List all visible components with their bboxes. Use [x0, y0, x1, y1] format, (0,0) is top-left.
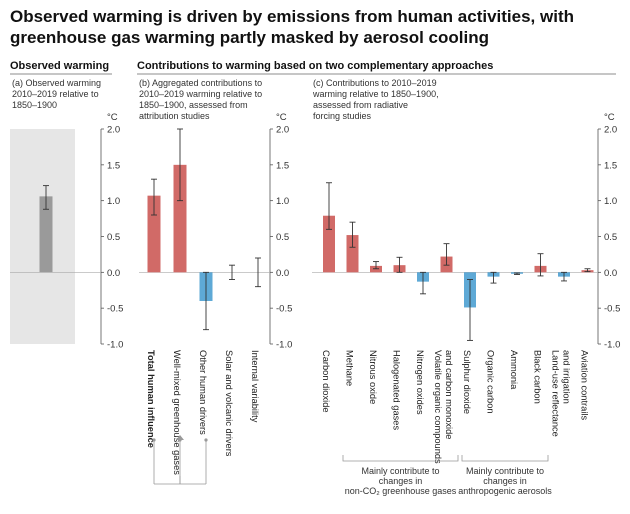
y-axis-unit-label: °C — [604, 112, 615, 123]
panel-subtitle-line: attribution studies — [139, 111, 210, 121]
category-label-6: Sulphur dioxide — [462, 350, 472, 414]
y-tick-label: 1.0 — [604, 196, 617, 207]
category-label-11: Aviation contrails — [580, 350, 590, 420]
category-label-4: Internal variability — [250, 350, 260, 423]
y-tick-label: -1.0 — [107, 340, 123, 351]
y-tick-label: 0.5 — [107, 232, 120, 243]
y-tick-label: 2.0 — [276, 125, 289, 136]
category-label-5: and carbon monoxide — [444, 350, 454, 439]
figure-title-line1: Observed warming is driven by emissions … — [10, 7, 574, 26]
y-tick-label: -0.5 — [604, 304, 620, 315]
y-tick-label: 1.5 — [604, 160, 617, 171]
y-axis-unit-label: °C — [107, 112, 118, 123]
y-tick-label: 0.5 — [276, 232, 289, 243]
y-tick-label: 2.0 — [107, 125, 120, 136]
category-label-1: Well-mixed greenhouse gases — [172, 350, 182, 475]
panel-subtitle-line: 2010–2019 warming relative to — [139, 89, 262, 99]
y-tick-label: -1.0 — [604, 340, 620, 351]
bracket-dot-0 — [152, 438, 156, 442]
group-aerosol-label-line: anthropogenic aerosols — [458, 486, 552, 496]
category-label-0: Total human influence — [146, 350, 156, 448]
y-tick-label: -0.5 — [276, 304, 292, 315]
y-axis-unit-label: °C — [276, 112, 287, 123]
category-label-5: Volatile organic compounds — [433, 350, 443, 464]
group-ghg-label-line: non-CO₂ greenhouse gases — [345, 486, 457, 496]
group-ghg-label-line: changes in — [379, 476, 423, 486]
panel-subtitle-line: (a) Observed warming — [12, 78, 101, 88]
section-header-observed: Observed warming — [10, 60, 109, 72]
bar-0 — [147, 195, 161, 273]
panel-subtitle-line: 1850–1900 — [12, 100, 57, 110]
figure-title-line2: greenhouse gas warming partly masked by … — [10, 28, 489, 47]
panel-b-aggregated-contributions: (b) Aggregated contributions to2010–2019… — [139, 78, 292, 475]
group-aerosol-label-line: changes in — [483, 476, 527, 486]
section-header-contributions: Contributions to warming based on two co… — [137, 60, 493, 72]
bracket-arrow-head — [176, 435, 184, 440]
category-label-10: and irrigation — [562, 350, 572, 404]
bracket-dot-2 — [204, 438, 208, 442]
y-tick-label: 0.0 — [604, 268, 617, 279]
category-label-2: Other human drivers — [198, 350, 208, 435]
bar-1 — [173, 164, 187, 273]
y-tick-label: 1.0 — [276, 196, 289, 207]
panel-subtitle-line: (c) Contributions to 2010–2019 — [313, 78, 437, 88]
category-label-10: Land-use reflectance — [551, 350, 561, 437]
panel-subtitle-line: (b) Aggregated contributions to — [139, 78, 262, 88]
y-tick-label: 2.0 — [604, 125, 617, 136]
panel-subtitle-line: 1850–1900, assessed from — [139, 100, 248, 110]
category-label-4: Nitrogen oxides — [415, 350, 425, 415]
panel-subtitle-line: assessed from radiative — [313, 100, 408, 110]
bar-0 — [323, 215, 335, 273]
group-ghg-label-line: Mainly contribute to — [361, 466, 439, 476]
bar-0 — [39, 196, 53, 273]
group-aerosol-bracket — [461, 455, 549, 462]
y-tick-label: -1.0 — [276, 340, 292, 351]
category-label-0: Carbon dioxide — [321, 350, 331, 413]
category-label-3: Halogenated gases — [392, 350, 402, 430]
y-tick-label: 0.5 — [604, 232, 617, 243]
category-label-3: Solar and volcanic drivers — [224, 350, 234, 457]
bar-1 — [346, 235, 359, 273]
category-label-2: Nitrous oxide — [368, 350, 378, 404]
y-tick-label: 1.0 — [107, 196, 120, 207]
category-label-7: Organic carbon — [486, 350, 496, 414]
y-tick-label: 1.5 — [276, 160, 289, 171]
panel-subtitle-line: 2010–2019 relative to — [12, 89, 99, 99]
panel-subtitle-line: forcing studies — [313, 111, 372, 121]
category-label-8: Ammonia — [509, 350, 519, 390]
category-label-1: Methane — [345, 350, 355, 386]
panel-subtitle-line: warming relative to 1850–1900, — [312, 89, 439, 99]
y-tick-label: 0.0 — [276, 268, 289, 279]
group-ghg-bracket — [342, 455, 459, 462]
y-tick-label: 1.5 — [107, 160, 120, 171]
group-aerosol-label-line: Mainly contribute to — [466, 466, 544, 476]
y-tick-label: 0.0 — [107, 268, 120, 279]
y-tick-label: -0.5 — [107, 304, 123, 315]
category-label-9: Black carbon — [533, 350, 543, 404]
